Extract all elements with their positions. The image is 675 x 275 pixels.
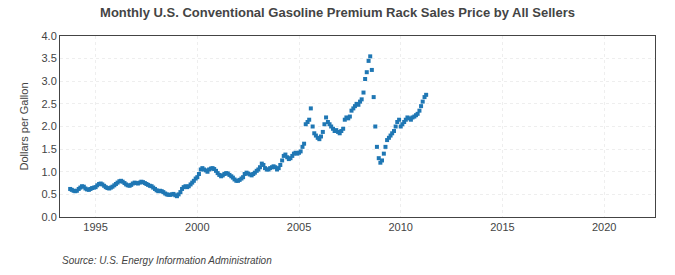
svg-text:2005: 2005 <box>287 221 311 233</box>
svg-text:2.0: 2.0 <box>42 120 57 132</box>
svg-text:1.0: 1.0 <box>42 166 57 178</box>
svg-text:2020: 2020 <box>592 221 616 233</box>
svg-text:2010: 2010 <box>388 221 412 233</box>
svg-text:Source: U.S. Energy Informatio: Source: U.S. Energy Information Administ… <box>62 255 272 266</box>
svg-text:1995: 1995 <box>83 221 107 233</box>
svg-text:0.5: 0.5 <box>42 188 57 200</box>
svg-text:4.0: 4.0 <box>42 30 57 42</box>
svg-text:2000: 2000 <box>185 221 209 233</box>
svg-text:2.5: 2.5 <box>42 98 57 110</box>
svg-text:0.0: 0.0 <box>42 211 57 223</box>
svg-text:Dollars per Gallon: Dollars per Gallon <box>18 82 30 170</box>
svg-text:3.5: 3.5 <box>42 52 57 64</box>
svg-text:3.0: 3.0 <box>42 75 57 87</box>
svg-text:2015: 2015 <box>490 221 514 233</box>
svg-text:Monthly U.S. Conventional Gaso: Monthly U.S. Conventional Gasoline Premi… <box>100 5 575 20</box>
svg-text:1.5: 1.5 <box>42 143 57 155</box>
